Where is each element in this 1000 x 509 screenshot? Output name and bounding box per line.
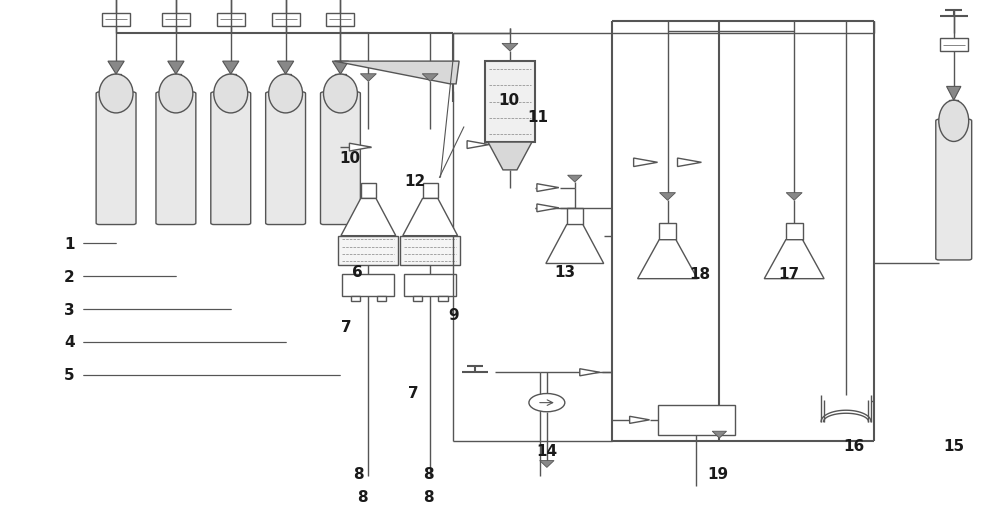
Polygon shape (467, 142, 489, 149)
Ellipse shape (269, 75, 303, 114)
Polygon shape (403, 199, 458, 236)
Bar (949, 101, 958, 122)
Text: 12: 12 (405, 173, 426, 188)
Text: 18: 18 (689, 267, 710, 281)
Bar (658, 405, 735, 435)
Bar (377, 297, 386, 301)
Text: 11: 11 (527, 110, 548, 125)
Polygon shape (360, 75, 376, 82)
Polygon shape (540, 461, 554, 467)
FancyBboxPatch shape (320, 93, 360, 225)
Bar (567, 208, 583, 225)
Bar (786, 223, 803, 240)
Text: 13: 13 (554, 264, 575, 279)
Polygon shape (546, 225, 604, 264)
Ellipse shape (159, 75, 193, 114)
Bar (102, 14, 130, 26)
Polygon shape (678, 159, 701, 167)
Text: 10: 10 (498, 92, 520, 107)
Text: 7: 7 (408, 385, 419, 400)
Bar (326, 14, 354, 26)
Bar (485, 62, 535, 143)
Text: 19: 19 (707, 466, 728, 481)
FancyBboxPatch shape (936, 120, 972, 261)
Text: 10: 10 (339, 151, 360, 165)
Text: 2: 2 (64, 269, 75, 284)
Polygon shape (537, 205, 559, 212)
Bar (272, 14, 300, 26)
Ellipse shape (323, 75, 357, 114)
Bar (361, 183, 376, 199)
Polygon shape (638, 240, 697, 279)
FancyBboxPatch shape (156, 93, 196, 225)
FancyBboxPatch shape (211, 93, 251, 225)
Polygon shape (341, 199, 396, 236)
Text: 8: 8 (357, 489, 368, 504)
Text: 8: 8 (353, 466, 364, 481)
Polygon shape (712, 431, 727, 438)
Bar (423, 183, 438, 199)
FancyBboxPatch shape (96, 93, 136, 225)
Text: 5: 5 (64, 367, 75, 383)
Polygon shape (580, 369, 600, 376)
Bar (217, 14, 245, 26)
Polygon shape (764, 240, 824, 279)
Bar (111, 75, 121, 94)
Text: 15: 15 (943, 438, 964, 453)
Text: 6: 6 (352, 264, 363, 279)
Polygon shape (502, 44, 518, 52)
Polygon shape (630, 416, 650, 423)
Bar (342, 274, 394, 297)
Bar (659, 223, 676, 240)
Bar (404, 274, 456, 297)
Polygon shape (334, 62, 459, 84)
Polygon shape (786, 193, 802, 201)
Bar (338, 236, 398, 266)
Polygon shape (660, 193, 676, 201)
Bar (413, 297, 422, 301)
Text: 17: 17 (779, 267, 800, 281)
Ellipse shape (214, 75, 248, 114)
Polygon shape (568, 176, 582, 183)
Bar (281, 75, 291, 94)
Ellipse shape (939, 101, 969, 142)
Bar (162, 14, 190, 26)
Text: 9: 9 (448, 307, 458, 322)
Bar (940, 39, 968, 52)
Text: 4: 4 (64, 335, 75, 350)
Polygon shape (537, 184, 559, 192)
Circle shape (529, 394, 565, 412)
Polygon shape (332, 62, 349, 75)
Polygon shape (422, 75, 438, 82)
Text: 8: 8 (423, 466, 434, 481)
Bar (351, 297, 360, 301)
Bar (438, 297, 448, 301)
Polygon shape (634, 159, 658, 167)
Text: 7: 7 (341, 320, 352, 334)
Polygon shape (349, 144, 371, 152)
Text: 14: 14 (536, 443, 557, 458)
Polygon shape (223, 62, 239, 75)
Text: 16: 16 (843, 438, 865, 453)
FancyBboxPatch shape (266, 93, 306, 225)
Polygon shape (488, 143, 532, 171)
Text: 8: 8 (423, 489, 434, 504)
Text: 1: 1 (64, 236, 74, 251)
Text: 3: 3 (64, 302, 75, 317)
Polygon shape (168, 62, 184, 75)
Bar (400, 236, 460, 266)
Polygon shape (277, 62, 294, 75)
Bar (171, 75, 181, 94)
Polygon shape (108, 62, 124, 75)
Polygon shape (947, 87, 961, 101)
Bar (335, 75, 346, 94)
Bar (226, 75, 236, 94)
Ellipse shape (99, 75, 133, 114)
